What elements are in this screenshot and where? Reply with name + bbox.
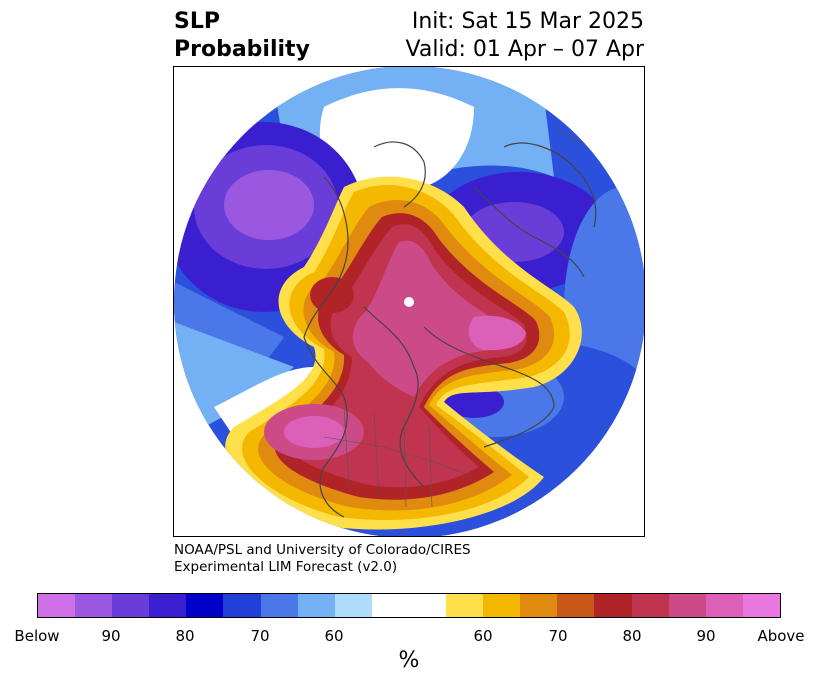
credit: NOAA/PSL and University of Colorado/CIRE… [174,542,471,576]
north-pole-marker [404,297,414,307]
colorbar-tick-below-80: 80 [175,627,195,645]
colorbar-below-segment-0 [38,594,76,617]
field-north-white [319,88,474,202]
colorbar-below-segment-7 [297,594,335,617]
colorbar-above-segment-1 [483,594,521,617]
colorbar-tick-above-70: 70 [548,627,568,645]
valid-range: Valid: 01 Apr – 07 Apr [405,37,645,62]
init-date: Init: Sat 15 Mar 2025 [411,9,644,34]
colorbar-tick-above-90: 90 [696,627,716,645]
colorbar-above-segment-4 [594,594,632,617]
field-pos-6 [352,240,511,397]
credit-line1: NOAA/PSL and University of Colorado/CIRE… [174,542,471,558]
title-variable: SLP [174,9,220,34]
colorbar-above-segment-5 [631,594,669,617]
colorbar-above-segment-8 [742,594,780,617]
colorbar-tick-above-60: 60 [473,627,493,645]
field-west-peak [224,170,314,240]
colorbar-below-segment-6 [260,594,298,617]
colorbar-unit: % [398,648,420,673]
map-title: SLP Probability [174,8,310,64]
colorbar-below-segment-8 [334,594,372,617]
credit-line2: Experimental LIM Forecast (v2.0) [174,559,398,575]
colorbar-above-segment-2 [520,594,558,617]
coastlines [303,141,597,518]
colorbar-neutral-segment [371,594,447,617]
colorbar-tick-above: Above [757,627,805,645]
colorbar-below-segment-1 [75,594,113,617]
field-se-core [444,386,504,418]
colorbar-above-segment-6 [668,594,706,617]
field-pos-7 [468,315,526,351]
colorbar-tick-above-80: 80 [622,627,642,645]
field-pos-west-spot [310,277,354,313]
map-svg [174,67,644,536]
colorbar-below-segment-3 [149,594,187,617]
colorbar-tick-below: Below [14,627,60,645]
colorbar [37,593,781,618]
colorbar-below-segment-4 [186,594,224,617]
colorbar-tick-below-70: 70 [250,627,270,645]
colorbar-above-segment-3 [557,594,595,617]
title-measure: Probability [174,37,310,62]
field-west-edge [174,322,294,427]
colorbar-below-segment-2 [112,594,150,617]
polar-map [173,66,645,537]
field-west-neutral [214,367,314,437]
forecast-dates: Init: Sat 15 Mar 2025 Valid: 01 Apr – 07… [406,8,645,64]
colorbar-tick-below-90: 90 [101,627,121,645]
colorbar-above-segment-0 [446,594,484,617]
field-pos-south-core [284,416,344,448]
colorbar-below-segment-5 [223,594,261,617]
colorbar-tick-below-60: 60 [324,627,344,645]
colorbar-above-segment-7 [705,594,743,617]
